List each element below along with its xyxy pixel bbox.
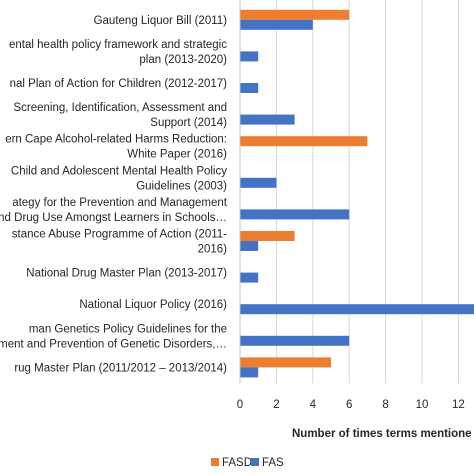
- category-label-7-line-0: stance Abuse Programme of Action (2011-: [12, 229, 227, 241]
- bar-fas-9: [240, 304, 474, 315]
- legend-swatch-fasd: [211, 458, 219, 466]
- x-tick-label-10: 10: [416, 399, 429, 411]
- category-label-7-line-1: 2016): [198, 244, 228, 256]
- category-label-10-line-1: ment and Prevention of Genetic Disorders…: [0, 338, 227, 350]
- category-label-9-line-0: National Liquor Policy (2016): [79, 299, 227, 311]
- category-label-1-line-0: ental health policy framework and strate…: [9, 39, 227, 51]
- category-label-2-line-0: nal Plan of Action for Children (2012-20…: [10, 78, 228, 90]
- bar-fas-1: [240, 51, 259, 62]
- legend-swatch-fas: [251, 458, 259, 466]
- legend-label-fas: FAS: [262, 457, 284, 469]
- x-tick-label-0: 0: [237, 399, 243, 411]
- bar-fas-10: [240, 335, 350, 346]
- bar-fas-6: [240, 209, 350, 220]
- x-tick-label-4: 4: [310, 399, 317, 411]
- x-tick-label-2: 2: [273, 399, 279, 411]
- legend: FASD FAS: [211, 457, 284, 469]
- bar-fas-3: [240, 114, 295, 125]
- bar-fasd-0: [240, 9, 350, 20]
- category-label-4-line-0: ern Cape Alcohol-related Harms Reduction…: [5, 134, 227, 146]
- bar-fasd-4: [240, 136, 368, 147]
- x-tick-labels: 0 2 4 6 8 10 12: [237, 399, 465, 411]
- category-label-8-line-0: National Drug Master Plan (2013-2017): [26, 268, 227, 280]
- category-label-6-line-0: ategy for the Prevention and Management: [12, 197, 228, 209]
- x-tick-label-8: 8: [382, 399, 388, 411]
- bars: [240, 9, 474, 378]
- x-tick-label-12: 12: [452, 399, 465, 411]
- category-label-3-line-0: Screening, Identification, Assessment an…: [13, 102, 227, 114]
- category-label-5-line-0: Child and Adolescent Mental Health Polic…: [11, 165, 227, 177]
- bar-fas-2: [240, 83, 259, 93]
- bar-fas-0: [240, 19, 313, 30]
- category-labels: Gauteng Liquor Bill (2011) ental health p…: [0, 15, 228, 375]
- bar-fasd-7: [240, 231, 295, 241]
- category-label-10-line-0: man Genetics Policy Guidelines for the: [29, 323, 227, 335]
- category-label-1-line-1: plan (2013-2020): [139, 54, 227, 66]
- x-tick-label-6: 6: [346, 399, 352, 411]
- bar-fas-5: [240, 177, 277, 188]
- gridlines: [275, 0, 459, 384]
- bar-fas-7: [240, 241, 259, 251]
- category-label-3-line-1: Support (2014): [150, 117, 227, 129]
- bar-fas-8: [240, 272, 259, 283]
- category-label-5-line-1: Guidelines (2003): [136, 180, 227, 192]
- x-axis-title: Number of times terms mentione: [292, 428, 472, 440]
- bar-fas-11: [240, 367, 259, 378]
- category-label-4-line-1: White Paper (2016): [127, 149, 227, 161]
- legend-label-fasd: FASD: [222, 457, 252, 469]
- bar-fasd-11: [240, 357, 331, 368]
- category-label-0-line-0: Gauteng Liquor Bill (2011): [94, 15, 228, 27]
- category-label-11-line-0: rug Master Plan (2011/2012 – 2013/2014): [14, 362, 227, 374]
- category-label-6-line-1: nd Drug Use Amongst Learners in Schools…: [0, 212, 227, 224]
